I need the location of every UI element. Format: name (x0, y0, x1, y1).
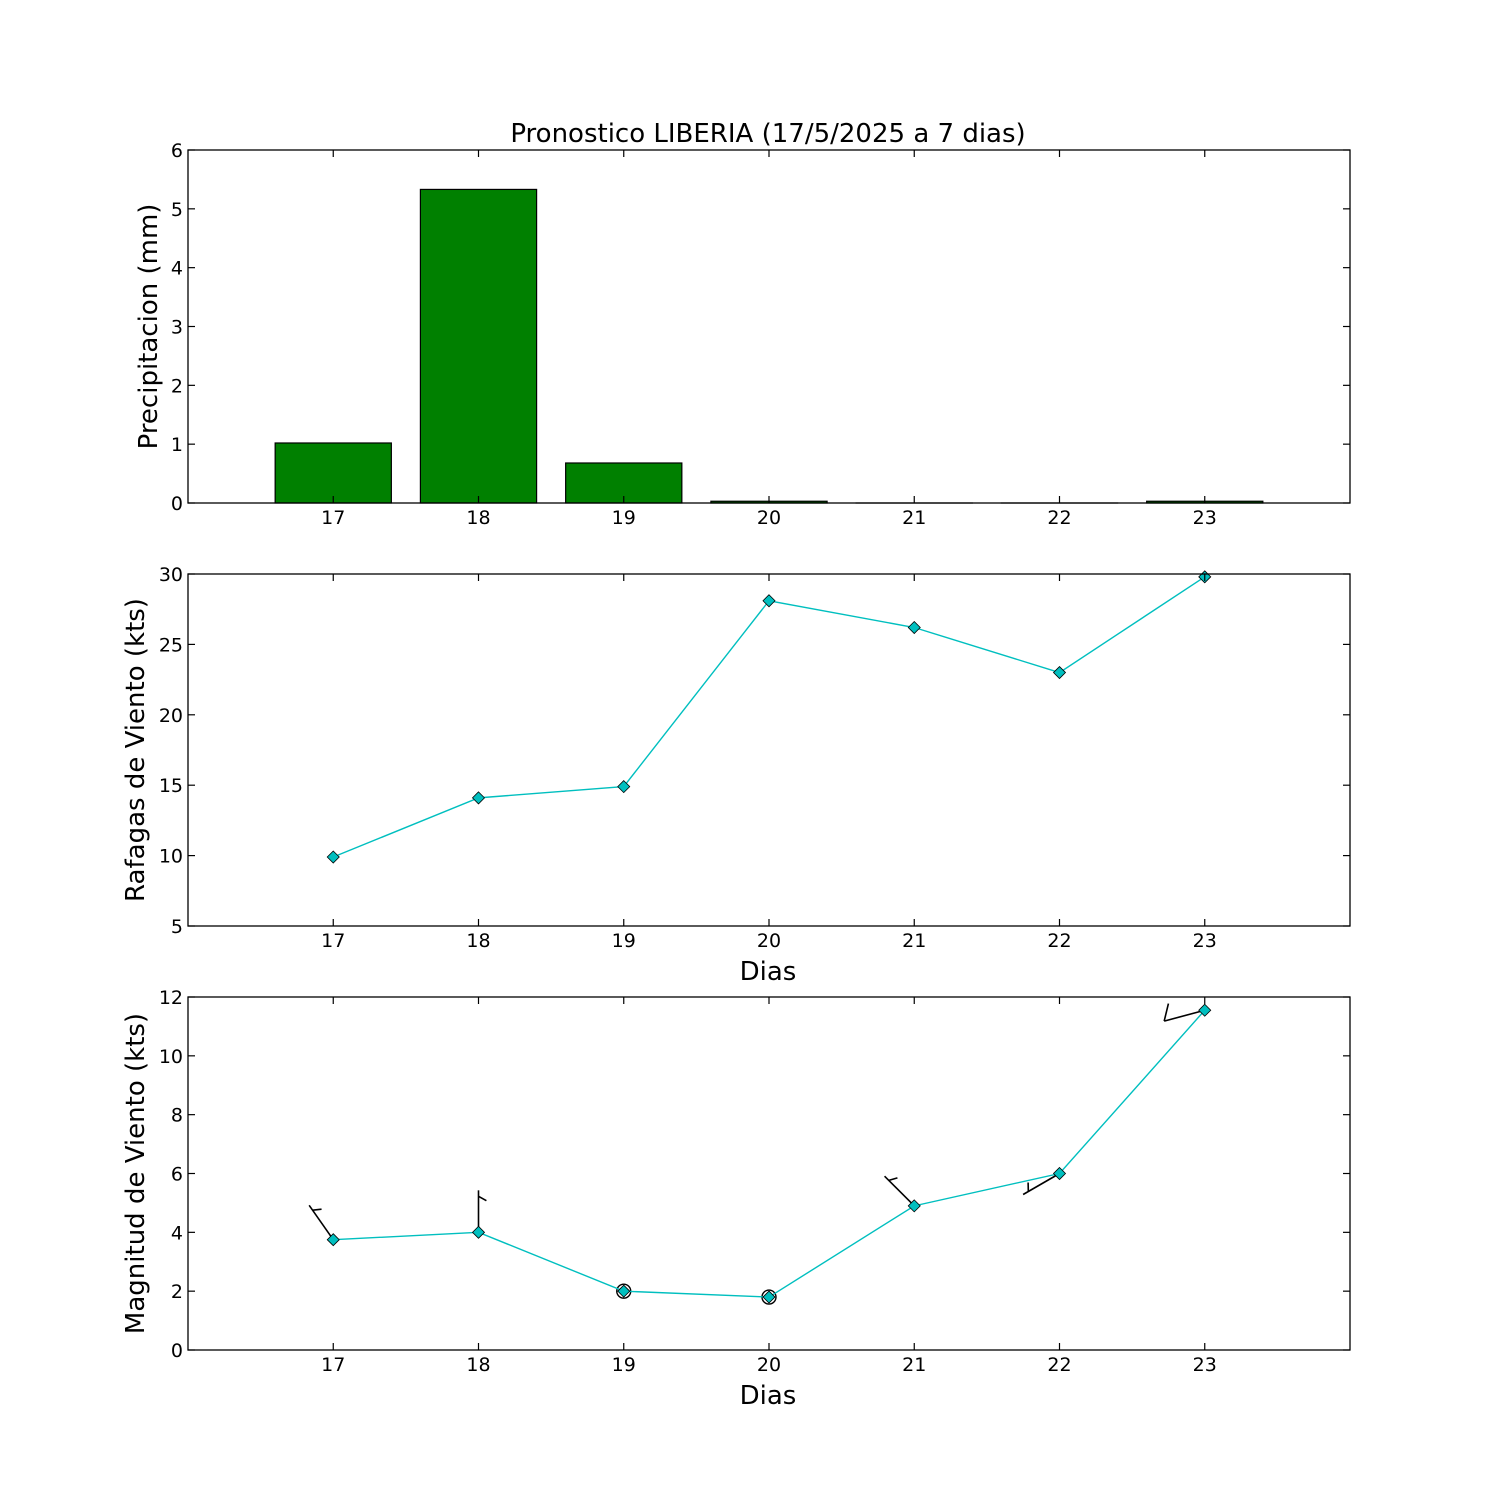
y-tick-label: 2 (171, 1281, 183, 1303)
data-point-17 (327, 1234, 339, 1246)
y-axis-label: Precipitacion (mm) (134, 204, 164, 450)
y-tick-label: 10 (159, 1046, 183, 1068)
x-tick-label: 21 (902, 507, 926, 529)
x-tick-label: 20 (757, 1354, 781, 1376)
x-tick-label: 18 (466, 1354, 490, 1376)
plot-frame (188, 574, 1350, 926)
x-tick-label: 21 (902, 930, 926, 952)
data-point-19 (618, 1285, 630, 1297)
y-tick-label: 30 (159, 564, 183, 586)
x-tick-label: 22 (1047, 930, 1071, 952)
x-tick-label: 23 (1193, 1354, 1217, 1376)
y-tick-label: 6 (171, 1164, 183, 1186)
precipitation-panel: Pronostico LIBERIA (17/5/2025 a 7 dias) … (134, 119, 1350, 529)
x-tick-label: 17 (321, 930, 345, 952)
x-tick-label: 17 (321, 1354, 345, 1376)
wind-barb-half-feather (313, 1209, 322, 1210)
y-tick-label: 0 (171, 493, 183, 515)
series-line (333, 577, 1205, 857)
data-point-18 (473, 1226, 485, 1238)
series-line (333, 1010, 1205, 1297)
y-tick-label: 5 (171, 199, 183, 221)
y-tick-label: 5 (171, 916, 183, 938)
chart-title: Pronostico LIBERIA (17/5/2025 a 7 dias) (510, 119, 1025, 149)
y-tick-label: 3 (171, 317, 183, 339)
wind-gust-panel: 5 10 15 20 25 30 17 18 19 20 21 22 23 Rafagas de Vi… (121, 564, 1350, 987)
y-tick-label: 15 (159, 775, 183, 797)
x-axis-label: Dias (740, 1381, 797, 1411)
x-tick-label: 23 (1193, 507, 1217, 529)
x-axis-label: Dias (740, 957, 797, 987)
x-tick-label: 18 (466, 930, 490, 952)
x-tick-label: 22 (1047, 1354, 1071, 1376)
x-tick-label: 21 (902, 1354, 926, 1376)
data-point-20 (763, 595, 775, 607)
data-point-20 (763, 1291, 775, 1303)
data-point-18 (473, 792, 485, 804)
y-tick-label: 10 (159, 846, 183, 868)
wind-magnitude-panel: 0 2 4 6 8 10 12 17 18 19 20 21 22 23 Magnitud de Vie… (121, 987, 1350, 1411)
y-tick-label: 0 (171, 1340, 183, 1362)
wind-barb-half-feather (889, 1178, 898, 1181)
data-point-21 (908, 622, 920, 634)
x-tick-label: 20 (757, 930, 781, 952)
data-point-17 (327, 851, 339, 863)
x-tick-label: 20 (757, 507, 781, 529)
x-tick-label: 23 (1193, 930, 1217, 952)
y-tick-label: 8 (171, 1105, 183, 1127)
wind-barb-shaft (1164, 1010, 1205, 1021)
y-tick-label: 12 (159, 987, 183, 1009)
x-tick-label: 19 (612, 1354, 636, 1376)
x-tick-label: 22 (1047, 507, 1071, 529)
y-tick-label: 4 (171, 1222, 183, 1244)
x-tick-label: 19 (612, 930, 636, 952)
y-axis-label: Rafagas de Viento (kts) (121, 598, 151, 902)
precip-bar-18 (420, 189, 536, 503)
x-tick-label: 17 (321, 507, 345, 529)
data-point-19 (618, 781, 630, 793)
x-tick-label: 18 (466, 507, 490, 529)
data-point-22 (1054, 667, 1066, 679)
wind-barb-half-feather (479, 1196, 487, 1200)
y-tick-label: 2 (171, 375, 183, 397)
wind-barb-feather (1164, 1004, 1168, 1021)
y-tick-label: 4 (171, 258, 183, 280)
y-tick-label: 6 (171, 140, 183, 162)
y-tick-label: 25 (159, 634, 183, 656)
y-tick-label: 20 (159, 705, 183, 727)
x-tick-label: 19 (612, 507, 636, 529)
y-tick-label: 1 (171, 434, 183, 456)
y-axis-label: Magnitud de Viento (kts) (121, 1013, 151, 1334)
precip-bar-17 (275, 443, 391, 503)
